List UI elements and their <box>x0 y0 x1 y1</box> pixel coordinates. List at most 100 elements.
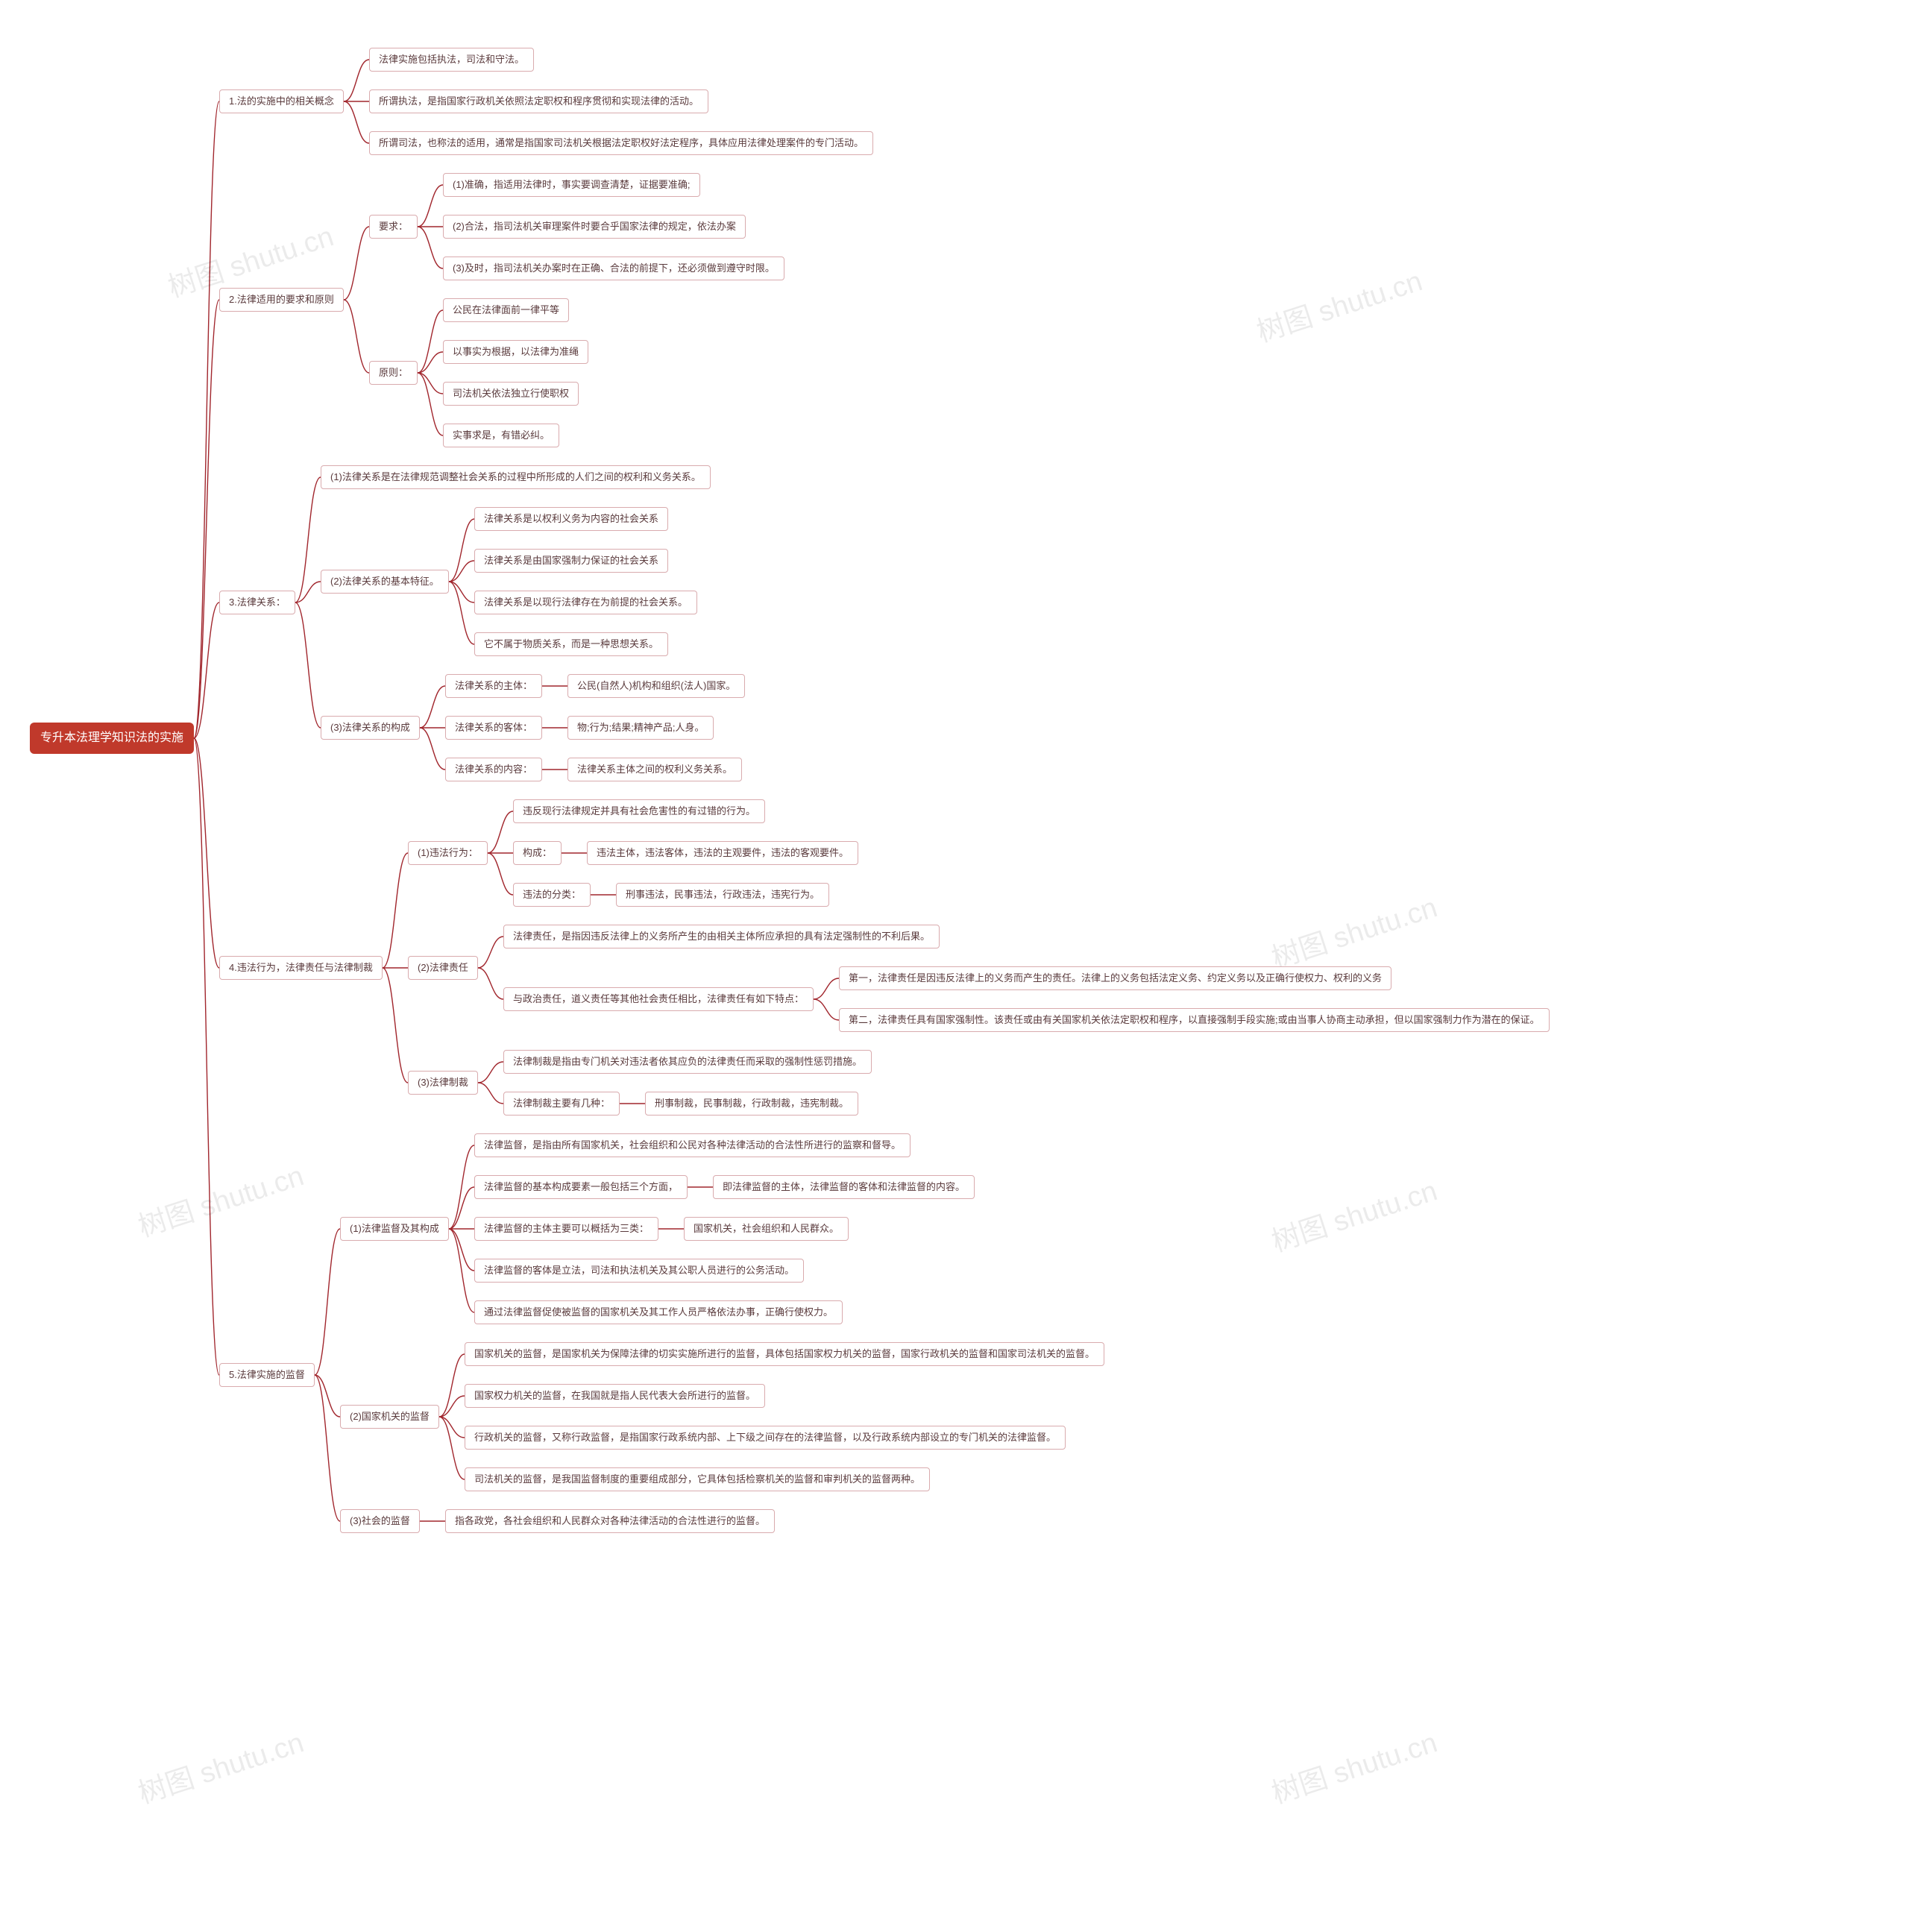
node-s4a3: 违法的分类： <box>513 883 591 907</box>
node-s5a1: 法律监督，是指由所有国家机关，社会组织和公民对各种法律活动的合法性所进行的监察和… <box>474 1133 911 1157</box>
node-s4c: (3)法律制裁 <box>408 1071 478 1095</box>
node-label: (3)及时，指司法机关办案时在正确、合法的前提下，还必须做到遵守时限。 <box>453 262 775 275</box>
node-s3b: (2)法律关系的基本特征。 <box>321 570 449 594</box>
node-label: 法律关系的内容： <box>455 763 532 776</box>
node-s5: 5.法律实施的监督 <box>219 1363 315 1387</box>
node-label: 法律实施包括执法，司法和守法。 <box>379 53 524 66</box>
node-s2a2: (2)合法，指司法机关审理案件时要合乎国家法律的规定，依法办案 <box>443 215 746 239</box>
node-s1: 1.法的实施中的相关概念 <box>219 89 344 113</box>
node-label: 要求： <box>379 220 408 233</box>
node-label: 与政治责任，道义责任等其他社会责任相比，法律责任有如下特点： <box>513 992 804 1006</box>
node-s5a5: 通过法律监督促使被监督的国家机关及其工作人员严格依法办事，正确行使权力。 <box>474 1300 843 1324</box>
node-s3c2: 法律关系的客体： <box>445 716 542 740</box>
node-s5b4: 司法机关的监督，是我国监督制度的重要组成部分，它具体包括检察机关的监督和审判机关… <box>465 1467 930 1491</box>
node-label: 刑事违法，民事违法，行政违法，违宪行为。 <box>626 888 820 902</box>
node-label: (1)法律关系是在法律规范调整社会关系的过程中所形成的人们之间的权利和义务关系。 <box>330 471 701 484</box>
node-label: 法律关系的主体： <box>455 679 532 693</box>
node-label: (3)法律制裁 <box>418 1076 468 1089</box>
node-label: 国家权力机关的监督，在我国就是指人民代表大会所进行的监督。 <box>474 1389 755 1403</box>
node-s3b4: 它不属于物质关系，而是一种思想关系。 <box>474 632 668 656</box>
node-label: 违法的分类： <box>523 888 581 902</box>
node-s1a: 法律实施包括执法，司法和守法。 <box>369 48 534 72</box>
node-label: 以事实为根据，以法律为准绳 <box>453 345 579 359</box>
watermark: 树图 shutu.cn <box>1265 884 1441 976</box>
node-s4a1: 违反现行法律规定并具有社会危害性的有过错的行为。 <box>513 799 765 823</box>
node-label: (2)国家机关的监督 <box>350 1410 430 1423</box>
node-label: 违法主体，违法客体，违法的主观要件，违法的客观要件。 <box>597 846 849 860</box>
mindmap-canvas: 专升本法理学知识法的实施 1.法的实施中的相关概念 法律实施包括执法，司法和守法。所… <box>0 0 1909 1932</box>
node-s5a2: 法律监督的基本构成要素一般包括三个方面， <box>474 1175 688 1199</box>
node-label: 法律关系的客体： <box>455 721 532 734</box>
node-label: (1)法律监督及其构成 <box>350 1222 439 1236</box>
watermark: 树图 shutu.cn <box>132 1153 308 1245</box>
node-label: 国家机关，社会组织和人民群众。 <box>694 1222 839 1236</box>
node-label: 法律监督的基本构成要素一般包括三个方面， <box>484 1180 678 1194</box>
node-label: 4.违法行为，法律责任与法律制裁 <box>229 961 373 975</box>
node-s2b: 原则： <box>369 361 418 385</box>
root-node: 专升本法理学知识法的实施 <box>30 723 194 754</box>
node-s3c: (3)法律关系的构成 <box>321 716 420 740</box>
node-s4a2: 构成： <box>513 841 562 865</box>
node-label: (3)社会的监督 <box>350 1514 410 1528</box>
node-s2a1: (1)准确，指适用法律时，事实要调查清楚，证据要准确; <box>443 173 700 197</box>
node-label: 所谓司法，也称法的适用，通常是指国家司法机关根据法定职权好法定程序，具体应用法律… <box>379 136 864 150</box>
node-label: 法律关系是由国家强制力保证的社会关系 <box>484 554 658 567</box>
node-s5b2: 国家权力机关的监督，在我国就是指人民代表大会所进行的监督。 <box>465 1384 765 1408</box>
node-label: 指各政党，各社会组织和人民群众对各种法律活动的合法性进行的监督。 <box>455 1514 765 1528</box>
node-s5b: (2)国家机关的监督 <box>340 1405 439 1429</box>
node-s3b2: 法律关系是由国家强制力保证的社会关系 <box>474 549 668 573</box>
node-label: 法律监督，是指由所有国家机关，社会组织和公民对各种法律活动的合法性所进行的监察和… <box>484 1139 901 1152</box>
node-label: 即法律监督的主体，法律监督的客体和法律监督的内容。 <box>723 1180 965 1194</box>
node-s2a: 要求： <box>369 215 418 239</box>
node-label: 专升本法理学知识法的实施 <box>40 730 183 746</box>
node-label: 原则： <box>379 366 408 380</box>
node-s4b2b: 第二，法律责任具有国家强制性。该责任或由有关国家机关依法定职权和程序，以直接强制… <box>839 1008 1550 1032</box>
node-label: (1)准确，指适用法律时，事实要调查清楚，证据要准确; <box>453 178 691 192</box>
node-s1b: 所谓执法，是指国家行政机关依照法定职权和程序贯彻和实现法律的活动。 <box>369 89 708 113</box>
node-s2b3: 司法机关依法独立行使职权 <box>443 382 579 406</box>
node-label: 通过法律监督促使被监督的国家机关及其工作人员严格依法办事，正确行使权力。 <box>484 1306 833 1319</box>
node-s3c2a: 物;行为;结果;精神产品;人身。 <box>567 716 714 740</box>
node-s5b1: 国家机关的监督，是国家机关为保障法律的切实实施所进行的监督，具体包括国家权力机关… <box>465 1342 1104 1366</box>
node-s5b3: 行政机关的监督，又称行政监督，是指国家行政系统内部、上下级之间存在的法律监督，以… <box>465 1426 1066 1450</box>
node-s3c3a: 法律关系主体之间的权利义务关系。 <box>567 758 742 781</box>
node-label: 行政机关的监督，又称行政监督，是指国家行政系统内部、上下级之间存在的法律监督，以… <box>474 1431 1056 1444</box>
node-s4a: (1)违法行为： <box>408 841 488 865</box>
node-s4c1: 法律制裁是指由专门机关对违法者依其应负的法律责任而采取的强制性惩罚措施。 <box>503 1050 872 1074</box>
node-s2: 2.法律适用的要求和原则 <box>219 288 344 312</box>
node-label: (2)法律关系的基本特征。 <box>330 575 439 588</box>
node-label: 1.法的实施中的相关概念 <box>229 95 334 108</box>
node-label: (2)合法，指司法机关审理案件时要合乎国家法律的规定，依法办案 <box>453 220 736 233</box>
node-s4b2a: 第一，法律责任是因违反法律上的义务而产生的责任。法律上的义务包括法定义务、约定义… <box>839 966 1391 990</box>
node-s3c1a: 公民(自然人)机构和组织(法人)国家。 <box>567 674 745 698</box>
node-label: 物;行为;结果;精神产品;人身。 <box>577 721 704 734</box>
node-s4b: (2)法律责任 <box>408 956 478 980</box>
watermark: 树图 shutu.cn <box>132 1719 308 1811</box>
watermark: 树图 shutu.cn <box>1265 1719 1441 1811</box>
node-s3: 3.法律关系： <box>219 591 295 614</box>
node-label: 所谓执法，是指国家行政机关依照法定职权和程序贯彻和实现法律的活动。 <box>379 95 699 108</box>
node-label: 法律责任，是指因违反法律上的义务所产生的由相关主体所应承担的具有法定强制性的不利… <box>513 930 930 943</box>
node-s5c: (3)社会的监督 <box>340 1509 420 1533</box>
node-s2b2: 以事实为根据，以法律为准绳 <box>443 340 588 364</box>
node-s4c2a: 刑事制裁，民事制裁，行政制裁，违宪制裁。 <box>645 1092 858 1116</box>
node-s4c2: 法律制裁主要有几种： <box>503 1092 620 1116</box>
node-s5a3a: 国家机关，社会组织和人民群众。 <box>684 1217 849 1241</box>
node-s4: 4.违法行为，法律责任与法律制裁 <box>219 956 383 980</box>
node-s3a: (1)法律关系是在法律规范调整社会关系的过程中所形成的人们之间的权利和义务关系。 <box>321 465 711 489</box>
node-label: (3)法律关系的构成 <box>330 721 410 734</box>
node-label: 法律制裁主要有几种： <box>513 1097 610 1110</box>
node-s2a3: (3)及时，指司法机关办案时在正确、合法的前提下，还必须做到遵守时限。 <box>443 257 784 280</box>
node-s3b3: 法律关系是以现行法律存在为前提的社会关系。 <box>474 591 697 614</box>
node-label: 实事求是，有错必纠。 <box>453 429 550 442</box>
node-label: 2.法律适用的要求和原则 <box>229 293 334 306</box>
node-s5a: (1)法律监督及其构成 <box>340 1217 449 1241</box>
node-s5c1: 指各政党，各社会组织和人民群众对各种法律活动的合法性进行的监督。 <box>445 1509 775 1533</box>
node-label: 国家机关的监督，是国家机关为保障法律的切实实施所进行的监督，具体包括国家权力机关… <box>474 1347 1095 1361</box>
node-s2b4: 实事求是，有错必纠。 <box>443 424 559 447</box>
node-label: 它不属于物质关系，而是一种思想关系。 <box>484 638 658 651</box>
node-label: 司法机关依法独立行使职权 <box>453 387 569 400</box>
node-label: 5.法律实施的监督 <box>229 1368 305 1382</box>
node-label: 公民(自然人)机构和组织(法人)国家。 <box>577 679 735 693</box>
node-label: (1)违法行为： <box>418 846 478 860</box>
